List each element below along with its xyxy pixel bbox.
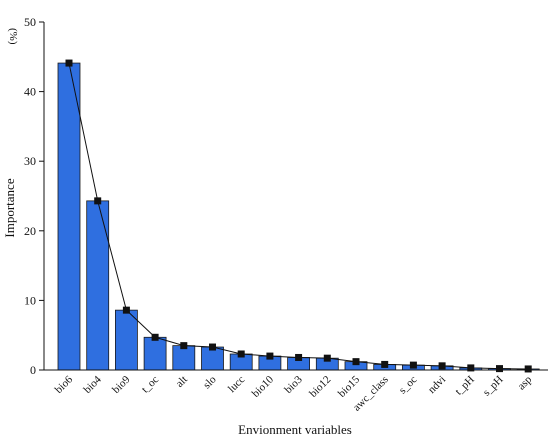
marker-s_pH (496, 365, 503, 373)
x-tick-label: alt (174, 374, 190, 390)
marker-bio9 (122, 306, 130, 314)
y-tick-label: 40 (24, 85, 36, 99)
marker-alt (180, 342, 188, 350)
marker-t_oc (151, 333, 159, 341)
x-tick-label: t_oc (139, 374, 161, 396)
bar-t_oc (143, 336, 167, 371)
trend-line (68, 62, 529, 370)
x-tick-label: bio3 (282, 373, 305, 396)
x-tick-label: bio4 (82, 373, 105, 396)
x-tick-label: bio9 (110, 373, 133, 396)
bar-bio4 (86, 200, 110, 371)
x-tick-label: slo (201, 373, 219, 391)
x-tick-labels-layer: bio6 bio4 bio9 t_oc alt slo lucc bio10 bio3 bio12… (53, 373, 535, 413)
marker-bio12 (323, 354, 331, 362)
marker-s_oc (409, 361, 417, 369)
y-tick-label: 50 (24, 15, 36, 29)
x-tick-label: bio15 (336, 373, 363, 400)
y-ticks-layer: 0 10 20 30 40 50 (24, 15, 44, 377)
marker-lucc (237, 350, 245, 358)
x-axis-title: Envionment variables (238, 422, 352, 437)
marker-bio6 (65, 59, 73, 67)
marker-bio10 (266, 352, 274, 360)
marker-t_pH (467, 364, 475, 372)
x-tick-label: s_pH (481, 374, 506, 399)
marker-awc_class (381, 360, 389, 368)
marker-slo (209, 343, 216, 351)
x-tick-label: t_pH (453, 374, 477, 398)
line-layer (65, 59, 532, 373)
x-tick-label: asp (515, 373, 534, 392)
x-tick-label: lucc (226, 374, 248, 396)
marker-asp (524, 365, 532, 373)
y-tick-label: 0 (30, 363, 36, 377)
marker-bio4 (94, 197, 102, 205)
x-tick-label: s_oc (397, 374, 420, 397)
bar-bio6 (57, 62, 81, 371)
marker-ndvi (438, 362, 446, 370)
marker-bio15 (352, 358, 360, 366)
y-tick-label: 10 (24, 293, 36, 307)
axes-layer (43, 22, 548, 371)
x-tick-label: bio10 (250, 373, 277, 400)
bar-bio9 (115, 309, 138, 371)
x-tick-label: bio6 (53, 373, 76, 396)
marker-bio3 (295, 353, 303, 361)
y-unit-label: (%) (7, 28, 19, 45)
bars-layer (57, 62, 540, 371)
y-axis-title: Importance (2, 178, 17, 237)
bar-alt (172, 345, 196, 371)
x-tick-label: ndvi (426, 374, 448, 396)
y-tick-label: 20 (24, 224, 36, 238)
x-tick-label: bio12 (307, 374, 333, 400)
y-tick-label: 30 (24, 154, 36, 168)
